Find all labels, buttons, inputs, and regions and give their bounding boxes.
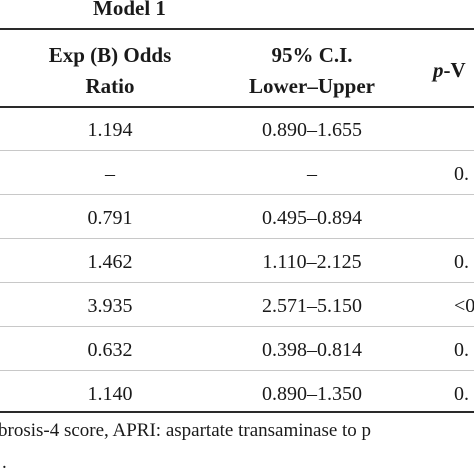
row-divider bbox=[0, 238, 474, 239]
row-divider bbox=[0, 194, 474, 195]
table-top-rule bbox=[0, 28, 474, 30]
row-divider bbox=[0, 370, 474, 371]
row-4-p: 0. bbox=[454, 251, 469, 273]
row-7-ci: 0.890–1.350 bbox=[262, 383, 362, 405]
header-odds-ratio: Exp (B) Odds Ratio bbox=[20, 40, 200, 102]
table-footnote: brosis-4 score, APRI: aspartate transami… bbox=[0, 420, 372, 441]
row-7-odds: 1.140 bbox=[87, 383, 133, 405]
row-7-p: 0. bbox=[454, 383, 469, 405]
row-2-odds: – bbox=[105, 163, 115, 185]
header-confidence-interval: 95% C.I. Lower–Upper bbox=[222, 40, 402, 102]
row-4-odds: 1.462 bbox=[87, 251, 133, 273]
row-divider bbox=[0, 282, 474, 283]
header-ci-line1: 95% C.I. bbox=[271, 43, 353, 67]
row-5-ci: 2.571–5.150 bbox=[262, 295, 362, 317]
table-footnote-line2: . bbox=[2, 452, 7, 473]
row-1-odds: 1.194 bbox=[87, 119, 133, 141]
table-bottom-rule bbox=[0, 411, 474, 413]
row-divider bbox=[0, 326, 474, 327]
row-6-odds: 0.632 bbox=[87, 339, 133, 361]
row-3-ci: 0.495–0.894 bbox=[262, 207, 362, 229]
row-1-ci: 0.890–1.655 bbox=[262, 119, 362, 141]
row-4-ci: 1.110–2.125 bbox=[262, 251, 362, 273]
header-ci-line2: Lower–Upper bbox=[249, 74, 375, 98]
table-header-rule bbox=[0, 106, 474, 108]
row-2-ci: – bbox=[307, 163, 317, 185]
header-p-value: p-V bbox=[433, 55, 466, 86]
header-odds-line2: Ratio bbox=[85, 74, 135, 98]
row-5-p: <0 bbox=[454, 295, 474, 317]
row-2-p: 0. bbox=[454, 163, 469, 185]
row-6-ci: 0.398–0.814 bbox=[262, 339, 362, 361]
row-5-odds: 3.935 bbox=[87, 295, 133, 317]
row-divider bbox=[0, 150, 474, 151]
header-p-italic: p bbox=[433, 58, 444, 82]
model-title: Model 1 bbox=[93, 0, 166, 20]
row-3-odds: 0.791 bbox=[87, 207, 133, 229]
header-p-rest: -V bbox=[443, 58, 466, 82]
row-6-p: 0. bbox=[454, 339, 469, 361]
header-odds-line1: Exp (B) Odds bbox=[48, 43, 172, 67]
